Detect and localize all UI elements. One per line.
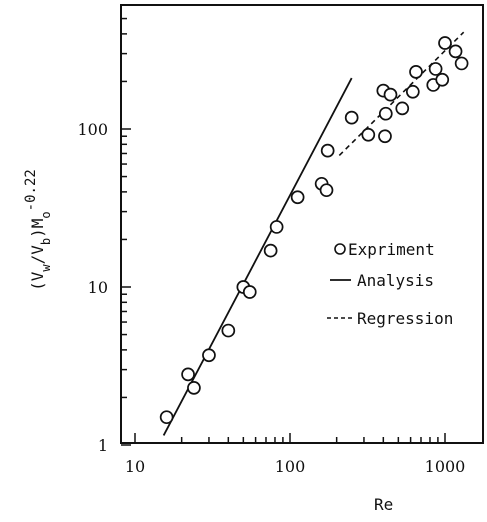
data-point [181, 367, 195, 382]
x-tick-label: 100 [275, 457, 306, 476]
legend-label-regression: Regression [357, 309, 453, 328]
y-tick-label: 10 [88, 278, 108, 297]
data-point [409, 64, 423, 79]
y-axis-label: (Vw/Vb)Mo-0.22 [23, 169, 53, 291]
axes-layer: 10 100 1000 1 10 100 [77, 17, 466, 476]
data-point [242, 285, 257, 299]
data-point [269, 220, 284, 234]
data-point [383, 87, 398, 102]
regression-line [338, 31, 465, 157]
analysis-line [162, 77, 353, 436]
data-point [319, 183, 334, 198]
data-point [378, 106, 393, 121]
legend: Expriment Analysis Regression [327, 240, 453, 328]
points-layer [159, 36, 469, 425]
data-point [361, 127, 376, 142]
data-point [320, 143, 335, 158]
data-point [159, 410, 174, 425]
data-point [448, 44, 463, 59]
legend-label-expriment: Expriment [348, 240, 435, 259]
y-tick-label: 1 [98, 436, 108, 455]
data-point [438, 36, 452, 50]
data-point [428, 62, 443, 76]
legend-label-analysis: Analysis [357, 271, 434, 290]
data-point [290, 190, 305, 205]
data-point [405, 84, 420, 99]
data-point [221, 323, 236, 338]
data-point [378, 129, 392, 144]
data-point [202, 348, 216, 363]
data-point [344, 110, 359, 125]
data-point [454, 56, 469, 71]
x-tick-label: 10 [125, 457, 145, 476]
legend-marker-expriment [334, 243, 346, 255]
x-axis-label: Re [374, 495, 393, 514]
plot-frame [120, 4, 484, 444]
data-point [395, 101, 410, 116]
y-tick-label: 100 [77, 120, 108, 139]
data-point [263, 243, 278, 258]
lines-layer [162, 31, 465, 436]
data-point [187, 380, 201, 395]
data-point [435, 72, 450, 87]
x-tick-label: 1000 [425, 457, 466, 476]
